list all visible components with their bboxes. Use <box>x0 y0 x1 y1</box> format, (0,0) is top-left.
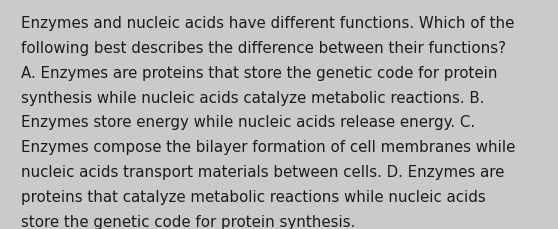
Text: following best describes the difference between their functions?: following best describes the difference … <box>21 41 506 56</box>
Text: A. Enzymes are proteins that store the genetic code for protein: A. Enzymes are proteins that store the g… <box>21 65 498 80</box>
Text: proteins that catalyze metabolic reactions while nucleic acids: proteins that catalyze metabolic reactio… <box>21 189 486 204</box>
Text: Enzymes and nucleic acids have different functions. Which of the: Enzymes and nucleic acids have different… <box>21 16 514 31</box>
Text: nucleic acids transport materials between cells. D. Enzymes are: nucleic acids transport materials betwee… <box>21 164 504 179</box>
Text: store the genetic code for protein synthesis.: store the genetic code for protein synth… <box>21 214 355 229</box>
Text: Enzymes store energy while nucleic acids release energy. C.: Enzymes store energy while nucleic acids… <box>21 115 475 130</box>
Text: synthesis while nucleic acids catalyze metabolic reactions. B.: synthesis while nucleic acids catalyze m… <box>21 90 485 105</box>
Text: Enzymes compose the bilayer formation of cell membranes while: Enzymes compose the bilayer formation of… <box>21 140 516 155</box>
